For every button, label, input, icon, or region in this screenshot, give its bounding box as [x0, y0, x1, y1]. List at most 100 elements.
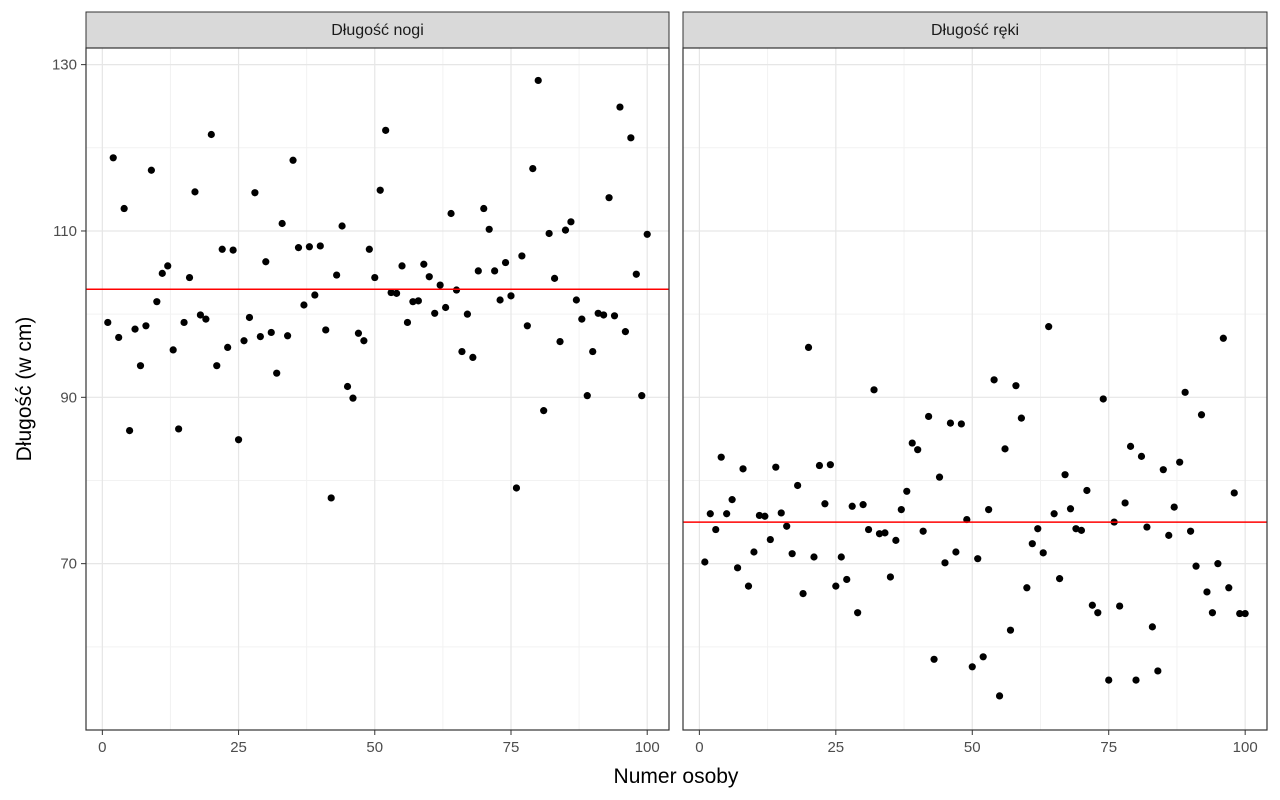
- data-point: [311, 291, 319, 299]
- data-point: [600, 311, 608, 319]
- data-point: [706, 510, 714, 518]
- data-point: [398, 262, 406, 270]
- data-point: [1050, 510, 1058, 518]
- facet-strip-label: Długość ręki: [931, 22, 1019, 39]
- facet-panel: Długość ręki: [682, 11, 1268, 731]
- data-point: [360, 337, 368, 345]
- data-point: [485, 225, 493, 233]
- data-point: [387, 288, 395, 297]
- data-point: [572, 296, 580, 304]
- data-point: [1126, 442, 1135, 450]
- data-point: [832, 582, 840, 590]
- data-point: [837, 553, 845, 561]
- data-point: [284, 332, 292, 340]
- data-point: [392, 289, 401, 297]
- data-point: [294, 244, 303, 252]
- data-point: [914, 446, 922, 454]
- data-point: [463, 310, 471, 318]
- data-point: [1208, 609, 1217, 617]
- data-point: [180, 318, 188, 327]
- data-point: [496, 296, 504, 304]
- data-point: [491, 267, 499, 275]
- data-point: [1186, 527, 1195, 535]
- data-point: [322, 326, 330, 334]
- data-point: [594, 309, 602, 317]
- data-point: [701, 558, 709, 566]
- data-point: [458, 347, 466, 356]
- data-point: [136, 362, 145, 370]
- x-tick-label: 0: [695, 739, 703, 756]
- x-tick-label: 100: [1233, 739, 1258, 756]
- data-point: [728, 496, 736, 504]
- data-point: [1203, 588, 1211, 596]
- data-point: [605, 194, 613, 202]
- data-point: [1121, 499, 1129, 507]
- data-point: [755, 511, 764, 520]
- data-point: [919, 527, 927, 535]
- data-point: [512, 484, 521, 492]
- data-point: [109, 154, 117, 162]
- data-point: [804, 343, 813, 352]
- data-point: [550, 274, 559, 282]
- data-point: [974, 555, 982, 563]
- data-point: [1045, 323, 1053, 331]
- data-point: [952, 548, 960, 556]
- data-point: [414, 297, 422, 305]
- data-point: [349, 394, 357, 402]
- data-point: [761, 512, 769, 520]
- data-point: [278, 219, 286, 228]
- data-point: [1176, 458, 1184, 466]
- data-point: [995, 692, 1004, 700]
- data-point: [409, 298, 417, 306]
- data-point: [750, 548, 758, 556]
- data-point: [153, 298, 161, 306]
- data-point: [1116, 602, 1124, 610]
- data-point: [164, 262, 172, 270]
- data-point: [1028, 540, 1036, 548]
- data-point: [1159, 466, 1167, 474]
- data-point: [843, 575, 851, 584]
- data-point: [158, 269, 166, 277]
- data-point: [1230, 489, 1238, 497]
- data-point: [425, 273, 433, 281]
- data-point: [196, 311, 205, 319]
- data-point: [305, 243, 313, 251]
- data-point: [256, 333, 264, 341]
- data-point: [621, 328, 630, 336]
- data-point: [627, 134, 635, 142]
- data-point: [251, 189, 259, 197]
- data-point: [1219, 334, 1227, 342]
- data-point: [507, 292, 515, 300]
- data-point: [903, 487, 911, 495]
- data-point: [739, 465, 747, 473]
- data-point: [881, 529, 889, 537]
- x-tick-label: 25: [827, 739, 844, 756]
- data-point: [442, 303, 450, 312]
- data-point: [207, 130, 215, 139]
- data-point: [371, 273, 379, 282]
- data-point: [191, 188, 199, 196]
- data-point: [854, 609, 862, 617]
- data-point: [1192, 562, 1200, 570]
- data-point: [229, 246, 237, 254]
- data-point: [744, 582, 753, 590]
- y-axis-title: Długość (w cm): [13, 317, 36, 462]
- data-point: [946, 419, 955, 427]
- data-point: [1170, 503, 1178, 511]
- data-point: [185, 273, 194, 282]
- data-point: [431, 309, 439, 317]
- facet-strip: [682, 11, 1268, 49]
- data-point: [930, 655, 938, 663]
- data-point: [365, 245, 373, 253]
- data-point: [1088, 601, 1096, 609]
- data-point: [925, 412, 933, 421]
- x-tick-label: 50: [964, 739, 981, 756]
- data-point: [273, 369, 281, 377]
- data-point: [1154, 667, 1162, 675]
- data-point: [316, 242, 324, 250]
- data-point: [1066, 505, 1075, 513]
- data-point: [561, 226, 570, 234]
- data-point: [777, 509, 785, 517]
- data-point: [1017, 414, 1025, 422]
- data-point: [540, 407, 548, 415]
